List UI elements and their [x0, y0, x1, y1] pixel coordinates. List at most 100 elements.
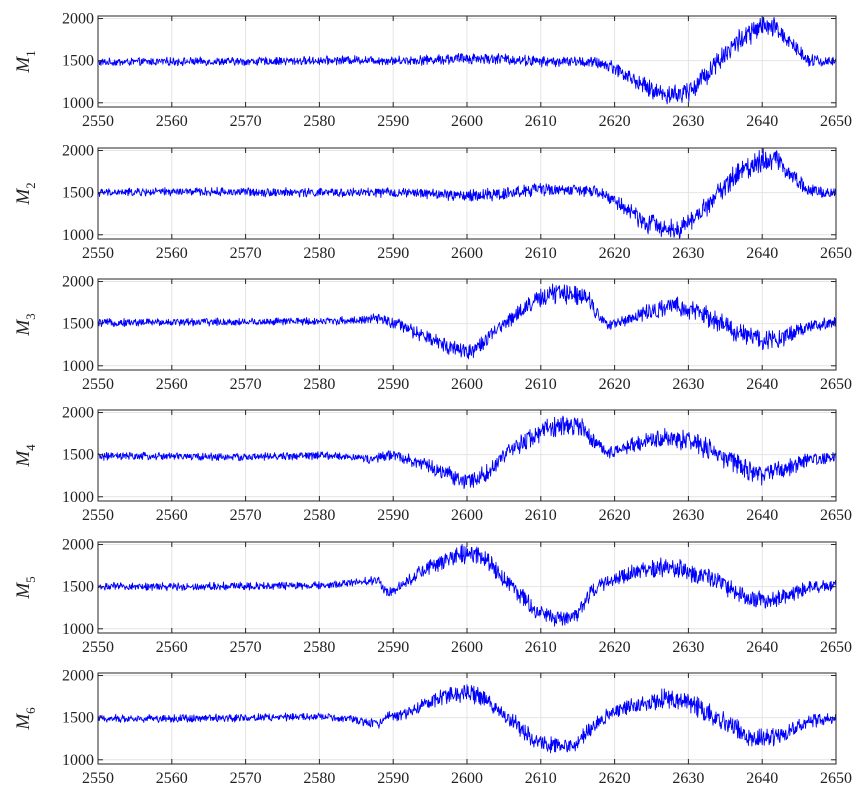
x-tick-label: 2600 — [451, 113, 483, 130]
x-tick-label: 2630 — [672, 113, 704, 130]
subplot-m1: 2550 2560 2570 2580 2590 2600 2610 2620 2630 2640… — [13, 11, 852, 130]
x-tick-label: 2610 — [525, 770, 557, 787]
y-tick-label: 2000 — [62, 274, 94, 291]
x-tick-label: 2560 — [156, 376, 188, 393]
x-tick-label: 2570 — [230, 245, 262, 262]
y-tick-label: 2000 — [62, 537, 94, 554]
x-tick-label: 2580 — [303, 770, 335, 787]
x-tick-label: 2560 — [156, 113, 188, 130]
y-axis-label-subscript: 5 — [23, 576, 38, 583]
x-tick-label: 2590 — [377, 113, 409, 130]
x-tick-label: 2630 — [672, 639, 704, 656]
x-tick-label: 2590 — [377, 770, 409, 787]
y-axis-label-main: M — [13, 319, 34, 337]
y-axis-label: M5 — [13, 576, 38, 599]
x-tick-label: 2580 — [303, 245, 335, 262]
x-tick-label: 2560 — [156, 507, 188, 524]
y-axis-label: M4 — [13, 444, 38, 468]
x-tick-label: 2550 — [82, 639, 114, 656]
y-axis-label: M3 — [13, 313, 38, 336]
y-tick-label: 2000 — [62, 11, 94, 28]
x-tick-label: 2600 — [451, 376, 483, 393]
y-tick-label: 1500 — [62, 53, 94, 70]
x-tick-label: 2650 — [820, 770, 852, 787]
y-tick-label: 2000 — [62, 405, 94, 422]
x-tick-label: 2550 — [82, 113, 114, 130]
y-tick-label: 1500 — [62, 579, 94, 596]
x-tick-label: 2570 — [230, 507, 262, 524]
subplot-m2: 2550 2560 2570 2580 2590 2600 2610 2620 2630 2640… — [13, 143, 852, 262]
y-tick-label: 1500 — [62, 185, 94, 202]
x-tick-label: 2560 — [156, 245, 188, 262]
y-axis-label-main: M — [13, 713, 34, 731]
y-tick-label: 1000 — [62, 489, 94, 506]
x-tick-label: 2590 — [377, 245, 409, 262]
x-tick-label: 2620 — [599, 639, 631, 656]
series-line-m3 — [97, 283, 837, 360]
x-tick-label: 2640 — [746, 507, 778, 524]
series-line-m1 — [97, 16, 837, 105]
x-tick-label: 2560 — [156, 770, 188, 787]
y-axis-label-subscript: 3 — [23, 313, 38, 320]
x-tick-label: 2550 — [82, 507, 114, 524]
subplot-m3: 2550 2560 2570 2580 2590 2600 2610 2620 2630 2640… — [13, 274, 852, 393]
x-tick-label: 2580 — [303, 376, 335, 393]
y-axis-label-main: M — [13, 188, 34, 206]
x-tick-label: 2550 — [82, 770, 114, 787]
y-tick-label: 1500 — [62, 710, 94, 727]
x-tick-label: 2650 — [820, 507, 852, 524]
y-axis-label-subscript: 1 — [23, 50, 38, 57]
x-tick-label: 2610 — [525, 376, 557, 393]
x-tick-label: 2610 — [525, 113, 557, 130]
series-line-m4 — [97, 415, 837, 490]
x-tick-label: 2630 — [672, 376, 704, 393]
x-tick-label: 2600 — [451, 245, 483, 262]
x-tick-label: 2610 — [525, 245, 557, 262]
x-tick-label: 2580 — [303, 507, 335, 524]
x-tick-label: 2640 — [746, 376, 778, 393]
y-axis-label-main: M — [13, 56, 34, 74]
x-tick-label: 2600 — [451, 507, 483, 524]
x-tick-label: 2650 — [820, 113, 852, 130]
x-tick-label: 2600 — [451, 639, 483, 656]
x-tick-label: 2600 — [451, 770, 483, 787]
y-tick-label: 2000 — [62, 143, 94, 160]
x-tick-label: 2650 — [820, 245, 852, 262]
x-tick-label: 2650 — [820, 639, 852, 656]
x-tick-label: 2570 — [230, 376, 262, 393]
y-tick-label: 1000 — [62, 621, 94, 638]
y-axis-label: M6 — [13, 707, 38, 731]
y-axis-label: M1 — [13, 50, 38, 73]
y-axis-label-subscript: 2 — [23, 182, 38, 189]
x-tick-label: 2650 — [820, 376, 852, 393]
y-tick-label: 1500 — [62, 447, 94, 464]
x-tick-label: 2580 — [303, 639, 335, 656]
y-axis-label-subscript: 4 — [23, 444, 38, 451]
x-tick-label: 2570 — [230, 113, 262, 130]
x-tick-label: 2610 — [525, 639, 557, 656]
x-tick-label: 2590 — [377, 507, 409, 524]
y-tick-label: 2000 — [62, 668, 94, 685]
x-tick-label: 2580 — [303, 113, 335, 130]
series-line-m5 — [97, 544, 837, 627]
y-axis-label-subscript: 6 — [23, 707, 38, 714]
subplot-m5: 2550 2560 2570 2580 2590 2600 2610 2620 2630 2640… — [13, 537, 852, 656]
x-tick-label: 2590 — [377, 376, 409, 393]
x-tick-label: 2630 — [672, 770, 704, 787]
x-tick-label: 2550 — [82, 376, 114, 393]
y-tick-label: 1000 — [62, 358, 94, 375]
y-tick-label: 1000 — [62, 227, 94, 244]
x-tick-label: 2560 — [156, 639, 188, 656]
series-line-m6 — [97, 684, 837, 754]
y-axis-label-main: M — [13, 450, 34, 468]
y-tick-label: 1000 — [62, 752, 94, 769]
x-tick-label: 2590 — [377, 639, 409, 656]
y-axis-label-main: M — [13, 582, 34, 600]
x-tick-label: 2570 — [230, 639, 262, 656]
x-tick-label: 2640 — [746, 113, 778, 130]
x-tick-label: 2630 — [672, 245, 704, 262]
x-tick-label: 2640 — [746, 770, 778, 787]
x-tick-label: 2620 — [599, 770, 631, 787]
x-tick-label: 2620 — [599, 376, 631, 393]
